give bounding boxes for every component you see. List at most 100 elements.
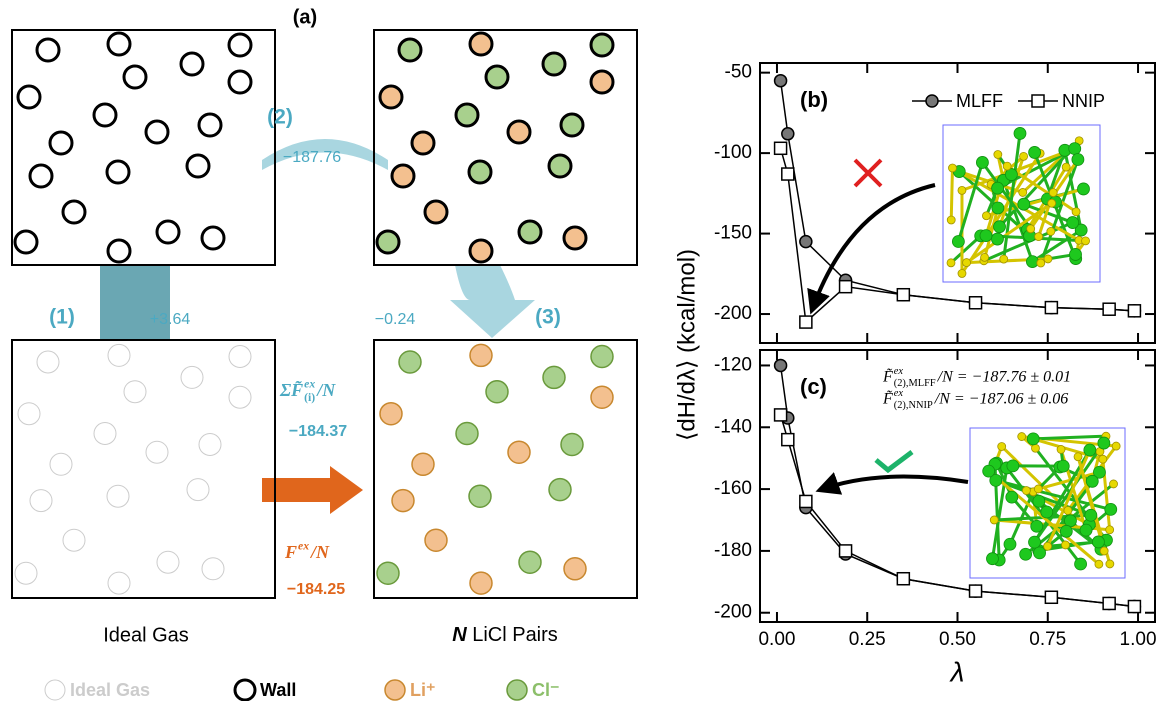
- ideal-particle: [228, 385, 252, 409]
- atom: [957, 269, 967, 278]
- ion: [424, 528, 448, 552]
- atom: [1030, 519, 1044, 533]
- caption-tail: LiCl Pairs: [467, 624, 558, 646]
- point: [1044, 300, 1059, 315]
- atom: [1077, 182, 1090, 196]
- point: [1044, 590, 1059, 605]
- atom: [1105, 525, 1115, 535]
- atom: [1059, 524, 1073, 538]
- arrow: [815, 472, 969, 495]
- wall-particle: [13, 229, 39, 255]
- step-label: (3): [535, 306, 561, 329]
- atom: [1099, 546, 1109, 556]
- ideal-particle: [107, 343, 131, 367]
- wall-particle: [122, 64, 148, 90]
- legend-label: MLFF: [956, 91, 1003, 111]
- point: [781, 432, 795, 447]
- atom: [1047, 198, 1057, 208]
- ideal-particle: [106, 484, 130, 508]
- formula-main: F̃: [882, 368, 893, 386]
- atom: [1071, 207, 1081, 217]
- atom: [1033, 546, 1046, 560]
- legend-label: NNIP: [1062, 91, 1105, 111]
- atom: [1093, 465, 1106, 479]
- ion: [507, 440, 531, 464]
- formula-sup: ex: [304, 377, 315, 390]
- x-tick-label: 0.25: [849, 629, 886, 650]
- legend-swatch: [44, 679, 66, 701]
- box-ideal: [11, 339, 276, 599]
- legend-label: Wall: [260, 680, 296, 700]
- formula-tail: /N: [309, 542, 330, 562]
- atom: [993, 220, 1006, 234]
- point: [896, 571, 911, 586]
- atom: [1081, 236, 1090, 246]
- box-ions-wall: [373, 29, 638, 266]
- ion-wall: [375, 229, 401, 255]
- wall-particle: [48, 130, 74, 156]
- atom: [951, 235, 965, 248]
- ion-wall: [468, 238, 494, 264]
- ideal-particle: [36, 350, 60, 374]
- point: [799, 494, 813, 509]
- atom: [1063, 506, 1073, 515]
- atom: [1036, 258, 1046, 268]
- cross-mark: [853, 158, 883, 188]
- box-liCl: [373, 339, 638, 599]
- y-tick-label: -160: [714, 478, 752, 499]
- point: [1102, 596, 1116, 611]
- atom: [1094, 559, 1104, 569]
- atom: [976, 156, 989, 169]
- atom: [1017, 197, 1031, 211]
- bond: [1000, 445, 1069, 512]
- y-tick-label: -200: [714, 303, 752, 324]
- ion-wall: [390, 163, 416, 189]
- y-tick-label: -140: [714, 416, 752, 437]
- ion-wall: [378, 84, 404, 110]
- formula-sup: ex: [894, 366, 904, 377]
- atom: [1083, 443, 1097, 457]
- atom: [1031, 443, 1040, 453]
- arrow-3: [450, 265, 535, 338]
- step-label: (1): [49, 306, 75, 329]
- atom: [1034, 232, 1044, 242]
- atom: [1026, 255, 1039, 268]
- atom: [1084, 508, 1098, 522]
- sum-value: −184.37: [289, 423, 347, 440]
- point: [781, 127, 795, 141]
- ion: [468, 484, 492, 508]
- formula-main: F: [284, 542, 297, 562]
- ion-wall: [506, 119, 532, 145]
- atom: [1040, 505, 1054, 519]
- atom: [1019, 547, 1033, 561]
- wall-particle: [200, 225, 226, 251]
- ion: [411, 452, 435, 477]
- bond: [1023, 202, 1074, 224]
- ideal-particle: [107, 571, 131, 595]
- atom: [1046, 227, 1056, 236]
- wall-particle: [155, 219, 181, 245]
- point: [1127, 599, 1142, 614]
- formula-tail: /N = −187.06 ± 0.06: [934, 391, 1069, 408]
- ion: [455, 421, 479, 446]
- ideal-particle: [201, 557, 225, 581]
- ion-wall: [589, 69, 615, 95]
- result-value: −184.25: [287, 581, 345, 598]
- point: [1127, 304, 1142, 318]
- point: [838, 279, 853, 294]
- legend-marker: [1031, 94, 1045, 108]
- ion-wall: [467, 159, 493, 185]
- atom: [1061, 162, 1071, 172]
- atom: [1003, 537, 1017, 551]
- formula-sub: (2),MLFF: [894, 378, 936, 389]
- point: [896, 287, 911, 302]
- wall-particle: [227, 32, 253, 58]
- bond: [949, 167, 954, 221]
- wall-particle: [61, 199, 87, 225]
- atom: [1109, 479, 1118, 489]
- ion: [560, 432, 584, 457]
- ion: [379, 401, 403, 426]
- ion-wall: [517, 219, 543, 245]
- atom: [1043, 254, 1053, 264]
- atom: [962, 258, 971, 267]
